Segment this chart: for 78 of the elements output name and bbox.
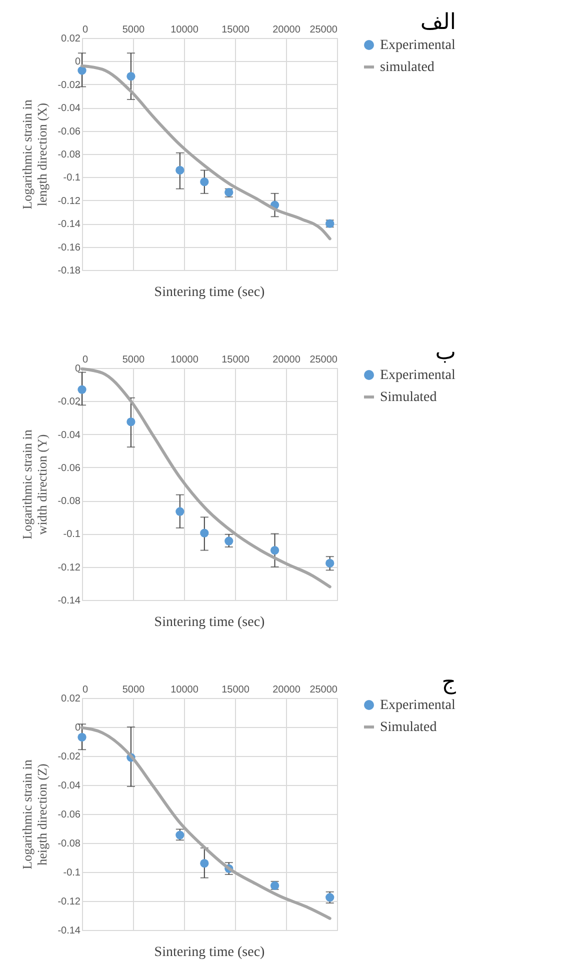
x-tick-label: 20000 [272, 354, 301, 366]
x-tick-label: 0 [82, 684, 88, 696]
y-tick-label: -0.1 [63, 172, 81, 184]
text: الف [420, 10, 456, 35]
y-tick-label: -0.06 [58, 462, 81, 474]
y-tick-label: 0 [74, 722, 81, 734]
point [270, 546, 280, 555]
y-tick-label: -0.04 [58, 780, 81, 792]
point [78, 385, 86, 394]
x-tick-label: 10000 [170, 24, 199, 36]
y-tick-label: 0 [74, 56, 81, 68]
point [224, 536, 234, 546]
y-tick-label: 0.02 [61, 694, 81, 704]
legend-label: Experimental [380, 368, 456, 383]
y-tick-label: -0.02 [58, 396, 81, 408]
x-tick-label: 25000 [310, 354, 338, 366]
point [326, 893, 334, 902]
x-tick-label: 5000 [122, 684, 146, 696]
point [176, 830, 184, 840]
y-tick-label: -0.1 [63, 868, 81, 878]
x-tick-label: 10000 [170, 684, 199, 696]
x-tick-label: 20000 [272, 684, 301, 696]
y-tick-label: -0.12 [58, 562, 81, 574]
y-tick-label: -0.04 [58, 103, 81, 114]
line-series [80, 367, 332, 588]
x-tick-label: 15000 [222, 684, 250, 696]
point [78, 66, 86, 75]
point [176, 166, 184, 175]
y-tick-label: 0 [74, 364, 81, 374]
y-tick-label: -0.12 [58, 896, 81, 908]
y-tick-label: -0.1 [63, 529, 81, 540]
x-axis-title: Sintering time (sec) [154, 615, 266, 630]
text: ج [442, 670, 457, 695]
legend-label: simulated [380, 60, 434, 75]
y-axis-title: Logarithmic strain in width direction (Y) [20, 429, 50, 540]
point [326, 558, 334, 568]
legend-label: Experimental [380, 698, 456, 713]
point [176, 507, 184, 516]
y-tick-label: -0.12 [58, 196, 81, 207]
x-tick-label: 25000 [310, 684, 338, 696]
x-axis-title: Sintering time (sec) [154, 285, 266, 300]
line-series [80, 726, 332, 920]
x-tick-label: 5000 [122, 354, 146, 366]
y-tick-label: -0.18 [58, 266, 81, 276]
point [200, 858, 209, 868]
y-tick-label: -0.16 [58, 242, 81, 254]
y-tick-label: -0.06 [58, 810, 81, 820]
text: ب [435, 340, 456, 365]
x-tick-label: 15000 [222, 24, 250, 36]
x-tick-label: 5000 [122, 24, 146, 36]
x-tick-label: 15000 [222, 354, 250, 366]
y-tick-label: -0.02 [58, 80, 81, 91]
y-tick-label: -0.14 [58, 926, 81, 936]
y-axis-title: Logarithmic strain in heigth direction (Z) [20, 759, 50, 870]
x-tick-label: 20000 [272, 24, 301, 36]
x-tick-label: 25000 [310, 24, 338, 36]
x-tick-label: 0 [82, 24, 88, 36]
y-axis-title: Logarithmic strain in length direction (X) [20, 99, 50, 210]
x-tick-label: 0 [82, 354, 88, 366]
point [126, 72, 136, 81]
y-tick-label: -0.14 [58, 219, 81, 230]
point [200, 178, 209, 186]
y-tick-label: -0.08 [58, 496, 81, 508]
y-tick-label: -0.02 [58, 752, 81, 762]
point [78, 732, 86, 742]
x-tick-label: 10000 [170, 354, 199, 366]
y-tick-label: -0.14 [58, 596, 81, 606]
point [200, 528, 209, 538]
y-tick-label: 0.02 [61, 34, 81, 44]
y-tick-label: -0.08 [58, 150, 81, 160]
x-axis-title: Sintering time (sec) [154, 945, 266, 960]
y-tick-label: -0.08 [58, 838, 81, 850]
legend-label: Simulated [380, 720, 437, 735]
point [126, 418, 136, 426]
legend-label: Experimental [380, 38, 456, 53]
legend-label: Simulated [380, 390, 437, 405]
y-tick-label: -0.04 [58, 430, 81, 441]
y-tick-label: -0.06 [58, 126, 81, 138]
